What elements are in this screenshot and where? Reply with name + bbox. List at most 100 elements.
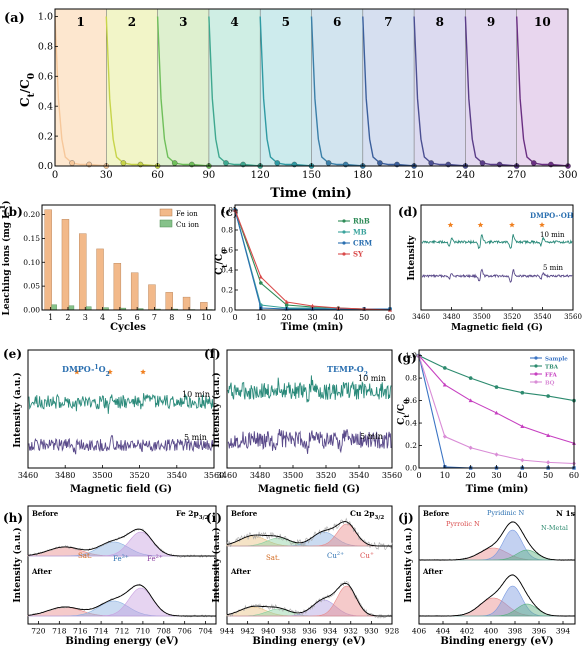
panel-j: (j) N 1s Before After Pyrrolic N Pyridin… [398, 506, 575, 647]
y-tick-label: 0.10 [23, 258, 40, 267]
bar-fe [131, 273, 138, 310]
cycle-number: 7 [384, 15, 392, 29]
x-tick-label: 3520 [503, 313, 521, 321]
x-tick-label: 40 [517, 471, 527, 480]
label-before: Before [231, 509, 258, 518]
panel-label-h: (h) [3, 511, 23, 525]
cycle-point [429, 160, 434, 165]
x-tick-label: 30 [100, 170, 113, 181]
label-10min: 10 min [182, 390, 210, 399]
cycle-number: 2 [128, 15, 136, 29]
x-tick-label: 706 [178, 627, 193, 636]
chart-title: DMPO-1O2 [62, 364, 110, 378]
panel-label-a: (a) [4, 11, 25, 26]
x-tick-label: 6 [135, 313, 140, 322]
label-after: After [31, 567, 52, 576]
series-lines [417, 353, 576, 469]
y-tick-label: 1.0 [405, 351, 417, 360]
label-nmetal: N-Metal [541, 524, 568, 532]
cycle-point [223, 160, 228, 165]
x-tick-label: 30 [491, 471, 501, 480]
data-point [469, 376, 473, 380]
peak-star [509, 222, 515, 227]
bar-fe [97, 249, 104, 310]
data-point [259, 275, 263, 279]
bar-fe [148, 285, 155, 310]
x-tick-label: 398 [508, 627, 523, 636]
x-tick-label: 3500 [283, 471, 303, 480]
bar-fe [114, 263, 121, 310]
cycle-point [480, 160, 485, 165]
x-tick-label: 2 [65, 313, 70, 322]
x-tick-label: 180 [353, 170, 372, 181]
x-tick-label: 932 [344, 627, 359, 636]
cycle-number: 3 [179, 15, 187, 29]
legend-label: CRM [353, 238, 372, 247]
xps-cu-curves [227, 519, 392, 619]
x-axis-label: Time (min) [281, 322, 344, 333]
peak-star [478, 222, 484, 227]
x-tick-label: 930 [364, 627, 379, 636]
x-axis-label: Time (min) [466, 484, 529, 495]
bar-fe [45, 210, 52, 310]
y-axis-label: Intensity (a.u.) [403, 527, 414, 602]
x-tick-label: 60 [385, 313, 395, 322]
legend-marker [534, 356, 537, 359]
label-before: Before [423, 509, 450, 518]
chart-title: DMPO-·OH [530, 211, 574, 220]
x-tick-label: 394 [556, 627, 571, 636]
plot-frame [421, 205, 573, 310]
data-point [520, 458, 524, 462]
x-tick-label: 3460 [412, 313, 430, 321]
label-after: After [230, 567, 251, 576]
label-10min: 10 min [540, 231, 565, 239]
y-tick-label: 0.0 [405, 464, 417, 473]
cycle-point [172, 160, 177, 165]
x-tick-label: 150 [302, 170, 321, 181]
legend-label: TBA [545, 364, 559, 370]
x-tick-label: 3460 [18, 471, 38, 480]
x-tick-label: 0 [232, 313, 237, 322]
label-pyridinic: Pyridinic N [487, 509, 524, 517]
x-tick-label: 20 [282, 313, 292, 322]
data-point [546, 394, 550, 398]
x-tick-label: 3480 [442, 313, 460, 321]
cycle-point [121, 160, 126, 165]
cycle-number: 10 [534, 15, 551, 29]
label-5min: 5 min [543, 264, 564, 272]
label-fe3: Fe3+ [113, 554, 129, 563]
x-tick-label: 20 [466, 471, 476, 480]
x-tick-label: 90 [203, 170, 216, 181]
y-tick-label: 0.20 [23, 210, 40, 219]
data-point [443, 434, 447, 438]
x-tick-label: 3540 [167, 471, 187, 480]
y-axis-label: Intensity (a.u.) [211, 372, 222, 447]
x-axis-label: Magnetic field (G) [451, 322, 543, 333]
y-axis-label: Intensity (a.u.) [211, 527, 222, 602]
panel-label-i: (i) [206, 511, 222, 525]
x-tick-label: 720 [31, 627, 46, 636]
legend-marker [534, 372, 537, 375]
y-tick-label: 0.2 [405, 441, 417, 450]
x-tick-label: 718 [52, 627, 67, 636]
peak-star [539, 222, 545, 227]
x-tick-label: 3460 [217, 471, 237, 480]
panel-label-e: (e) [3, 347, 22, 361]
xps-fe-curves [28, 529, 216, 617]
bar-cu [69, 306, 74, 310]
x-tick-label: 120 [251, 170, 270, 181]
peak-star [448, 222, 454, 227]
x-tick-label: 60 [151, 170, 164, 181]
x-tick-label: 3540 [349, 471, 369, 480]
x-axis-label: Binding energy (eV) [65, 636, 178, 647]
x-tick-label: 9 [187, 313, 192, 322]
plot-frame [28, 350, 214, 468]
x-tick-label: 30 [307, 313, 317, 322]
chart-title: Fe 2p3/2 [176, 509, 209, 521]
x-tick-label: 210 [405, 170, 424, 181]
x-tick-label: 3480 [250, 471, 270, 480]
